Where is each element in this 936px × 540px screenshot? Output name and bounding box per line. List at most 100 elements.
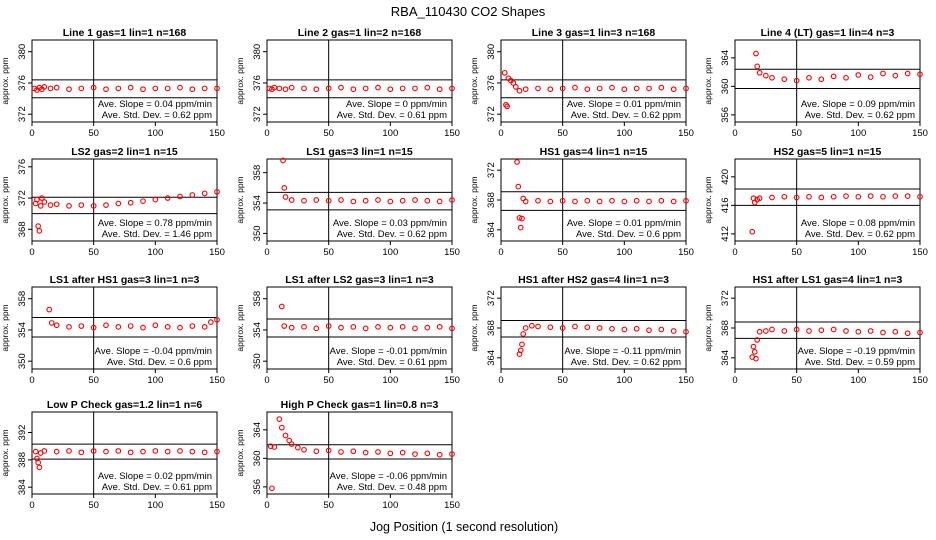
x-tick-label: 50: [557, 128, 568, 139]
x-tick-label: 0: [29, 247, 34, 258]
data-point: [214, 316, 220, 323]
x-tick-label: 50: [323, 128, 334, 139]
data-point: [519, 341, 525, 348]
plot-frame: [266, 39, 453, 123]
y-tick-label: 360: [720, 78, 731, 94]
y-axis-label: approx. ppm: [235, 176, 245, 223]
panel-title: LS1 after LS2 gas=3 lin=1 n=3: [285, 274, 434, 286]
y-tick-label: 350: [252, 353, 263, 369]
y-axis-label: approx. ppm: [0, 57, 10, 104]
data-point: [164, 323, 171, 330]
x-tick-label: 150: [678, 375, 694, 386]
data-point: [127, 449, 134, 456]
data-point: [90, 324, 97, 331]
data-point: [34, 196, 40, 203]
data-point: [670, 198, 677, 205]
data-point: [756, 195, 763, 202]
data-point: [313, 86, 320, 93]
y-tick-label: 368: [486, 192, 497, 208]
data-point: [515, 183, 522, 190]
slope-annotation: Ave. Slope = 0.03 ppm/min: [333, 218, 447, 229]
data-point: [78, 449, 85, 456]
data-point: [867, 74, 874, 80]
x-tick-label: 50: [88, 500, 99, 511]
data-point: [41, 199, 48, 205]
x-tick-label: 50: [791, 128, 802, 139]
data-point: [399, 197, 406, 204]
data-point: [164, 195, 171, 201]
data-point: [41, 84, 48, 90]
data-point: [596, 85, 603, 92]
y-tick-label: 416: [720, 197, 731, 213]
data-point: [267, 443, 274, 450]
data-point: [781, 328, 788, 334]
data-point: [412, 325, 418, 332]
data-point: [325, 85, 332, 92]
data-point: [762, 328, 769, 334]
y-axis-label: approx. ppm: [703, 304, 713, 351]
x-tick-label: 100: [616, 128, 632, 139]
y-axis-label: approx. ppm: [235, 429, 245, 476]
data-point: [103, 86, 109, 93]
y-tick-label: 372: [252, 106, 263, 122]
data-point: [46, 306, 53, 313]
data-point: [313, 448, 320, 455]
data-point: [749, 228, 756, 235]
slope-annotation: Ave. Slope = 0.78 ppm/min: [98, 218, 212, 229]
data-point: [47, 85, 54, 92]
y-tick-label: 384: [17, 479, 28, 495]
x-tick-label: 100: [382, 375, 398, 386]
data-point: [572, 323, 578, 330]
data-point: [501, 69, 508, 76]
figure-x-label: Jog Position (1 second resolution): [370, 520, 558, 534]
panel-title: Line 4 (LT) gas=1 lin=4 n=3: [761, 27, 895, 39]
data-point: [917, 329, 923, 336]
data-point: [201, 190, 208, 197]
data-point: [281, 185, 288, 191]
y-tick-label: 372: [486, 106, 497, 122]
panel-title: Line 3 gas=1 lin=3 n=168: [532, 27, 656, 39]
data-point: [609, 84, 615, 91]
y-tick-label: 420: [720, 169, 731, 185]
data-point: [917, 71, 923, 78]
x-tick-label: 150: [912, 247, 928, 258]
data-point: [522, 86, 529, 93]
panel-13: Low P Check gas=1.2 lin=1 n=6 approx. ppm…: [0, 399, 225, 511]
data-point: [177, 448, 183, 454]
data-point: [177, 324, 183, 331]
data-point: [53, 84, 60, 91]
data-point: [189, 86, 196, 93]
slope-annotation: Ave. Slope = 0.04 ppm/min: [98, 99, 212, 110]
data-point: [424, 197, 431, 204]
panel-title: HS1 gas=4 lin=1 n=15: [540, 146, 648, 158]
stddev-annotation: Ave. Std. Dev. = 0.48 ppm: [337, 482, 447, 493]
data-point: [115, 200, 122, 207]
data-point: [152, 196, 159, 203]
stddev-annotation: Ave. Std. Dev. = 0.6 ppm: [576, 229, 681, 240]
data-point: [294, 444, 301, 451]
data-point: [818, 327, 825, 334]
data-point: [754, 337, 761, 343]
x-tick-label: 50: [323, 247, 334, 258]
y-axis-label: approx. ppm: [703, 57, 713, 104]
data-point: [288, 197, 295, 203]
data-point: [528, 322, 535, 329]
y-tick-label: 376: [17, 75, 28, 91]
x-tick-label: 0: [264, 500, 269, 511]
stddev-annotation: Ave. Std. Dev. = 0.61 ppm: [337, 110, 447, 121]
data-point: [830, 193, 837, 200]
data-point: [47, 202, 54, 208]
data-point: [115, 85, 122, 92]
data-point: [633, 85, 640, 92]
y-tick-label: 412: [720, 226, 731, 242]
data-point: [621, 86, 628, 93]
data-point: [103, 322, 109, 329]
data-point: [278, 424, 285, 431]
x-tick-label: 0: [732, 375, 737, 386]
x-tick-label: 100: [147, 128, 163, 139]
slope-annotation: Ave. Slope = -0.19 ppm/min: [798, 346, 915, 357]
y-axis-label: approx. ppm: [0, 429, 10, 476]
data-point: [313, 325, 320, 332]
data-point: [338, 324, 344, 331]
data-point: [288, 84, 295, 91]
